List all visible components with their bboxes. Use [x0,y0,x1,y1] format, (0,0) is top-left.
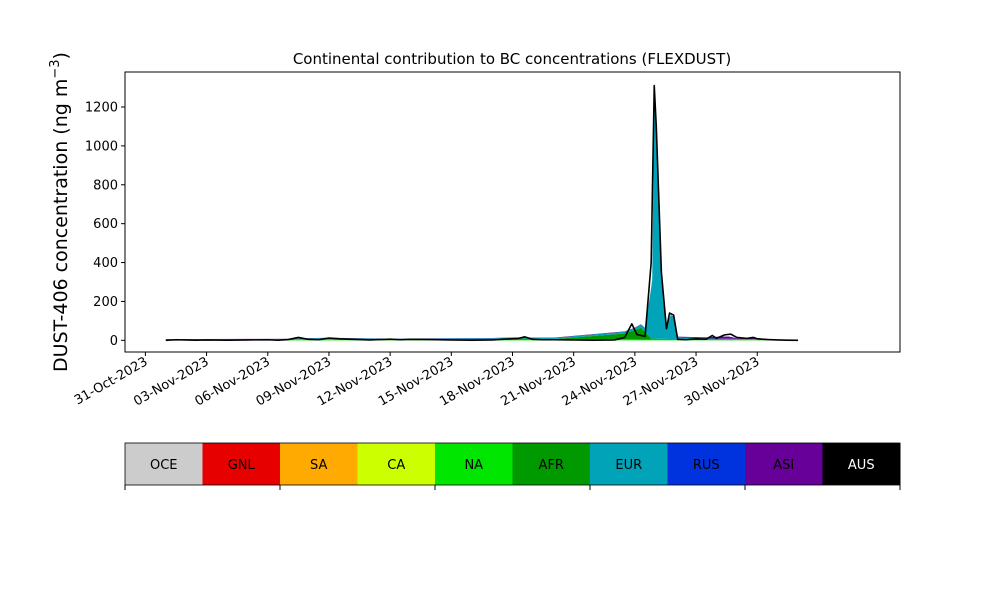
y-tick-label: 400 [93,256,118,271]
axes-frame [124,71,901,353]
chart-title: Continental contribution to BC concentra… [293,50,731,68]
legend-swatch-sa [280,443,358,485]
legend-swatch-na [435,443,513,485]
legend-label-rus: RUS [693,458,720,473]
y-tick-label: 0 [110,334,118,349]
series-area-eur [165,101,778,340]
legend-swatch-eur [590,443,668,485]
y-tick-label: 600 [93,217,118,232]
y-axis-label: DUST-406 concentration (ng m−3) [48,52,72,372]
legend-swatch-gnl [202,443,281,485]
legend-label-afr: AFR [539,458,564,473]
y-tick-label: 800 [93,178,118,193]
legend-label-oce: OCE [150,458,178,473]
legend-swatch-asi [745,443,823,485]
total-line [165,84,799,342]
legend-label-aus: AUS [848,458,875,473]
y-tick-label: 1000 [85,139,118,154]
legend-label-gnl: GNL [228,458,256,473]
legend-swatch-oce [125,443,203,485]
legend-label-ca: CA [387,458,405,473]
plot-content [165,84,799,342]
legend-frame [124,442,901,486]
legend-swatch-rus [667,443,746,485]
y-tick-label: 200 [93,295,118,310]
legend-label-eur: EUR [615,458,642,473]
legend-label-na: NA [464,458,483,473]
legend-label-asi: ASI [773,458,794,473]
legend-label-sa: SA [310,458,327,473]
series-area-asi [165,101,778,340]
plot-area: 02004006008001000120031-Oct-202303-Nov-2… [72,71,901,409]
legend-swatch-aus [822,443,901,485]
y-tick-label: 1200 [85,101,118,116]
legend-swatch-ca [357,443,436,485]
legend-swatch-afr [512,443,591,485]
legend: OCE GNL SA CA NA AFR EUR RUS ASI AUS [124,442,901,490]
